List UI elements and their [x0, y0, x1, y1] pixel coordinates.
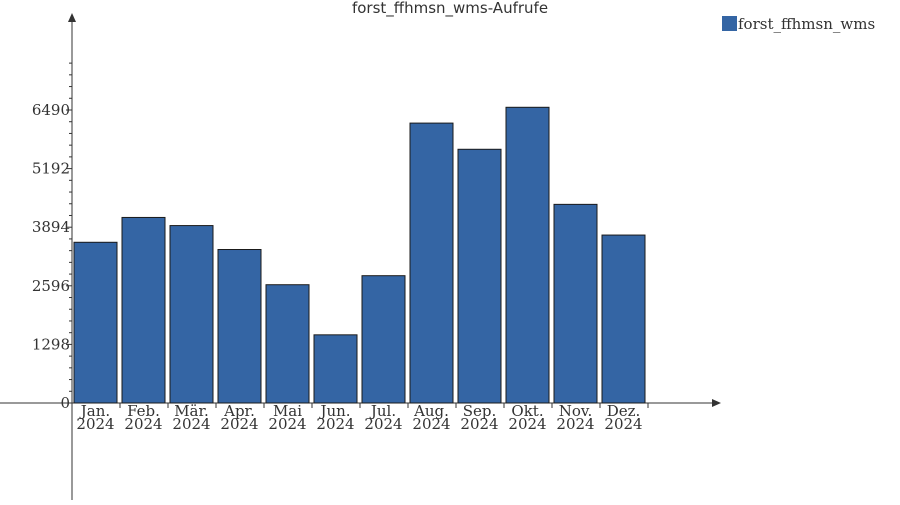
y-tick-label: 1298	[32, 335, 70, 353]
bar	[313, 334, 358, 404]
bar	[217, 249, 262, 404]
legend: forst_ffhmsn_wms	[722, 15, 875, 33]
x-tick-label-year: 2024	[172, 415, 210, 433]
x-tick-label-month: Sep.	[463, 402, 497, 420]
x-tick-label-year: 2024	[460, 415, 498, 433]
y-tick-label: 0	[60, 394, 70, 412]
bar	[169, 225, 214, 404]
x-tick-label-year: 2024	[316, 415, 354, 433]
x-tick-label-year: 2024	[412, 415, 450, 433]
y-tick-label: 5192	[32, 160, 70, 178]
x-tick-label-month: Okt.	[511, 402, 543, 420]
x-tick-label-month: Mai	[273, 402, 302, 420]
bar	[361, 275, 406, 404]
bar	[505, 106, 550, 404]
x-tick-label-year: 2024	[508, 415, 546, 433]
chart-title: forst_ffhmsn_wms-Aufrufe	[352, 0, 548, 18]
x-tick-label-month: Aug.	[413, 402, 449, 420]
x-axis-arrow	[712, 399, 721, 407]
y-axis-arrow	[68, 13, 76, 22]
bars	[73, 106, 646, 404]
bar	[73, 241, 118, 404]
x-tick-label-year: 2024	[124, 415, 162, 433]
bar	[601, 234, 646, 404]
bar	[409, 122, 454, 404]
x-tick-label-year: 2024	[220, 415, 258, 433]
x-tick-labels: Jan.2024Feb.2024Mär.2024Apr.2024Mai2024J…	[76, 402, 642, 433]
legend-swatch	[722, 16, 737, 31]
x-tick-label-month: Jun.	[318, 402, 350, 420]
x-tick-label-month: Feb.	[127, 402, 160, 420]
bar	[121, 216, 166, 404]
y-tick-labels: 0 1298 2596 3894 5192 6490	[32, 101, 70, 412]
legend-label: forst_ffhmsn_wms	[738, 15, 875, 33]
x-tick-label-year: 2024	[364, 415, 402, 433]
x-tick-label-month: Jan.	[79, 402, 110, 420]
x-tick-label-year: 2024	[268, 415, 306, 433]
x-tick-label-year: 2024	[76, 415, 114, 433]
y-tick-label: 6490	[32, 101, 70, 119]
x-tick-label-month: Dez.	[607, 402, 641, 420]
bar	[553, 203, 598, 404]
x-tick-label-month: Jul.	[369, 402, 396, 420]
x-tick-label-month: Apr.	[223, 402, 255, 420]
bar	[265, 284, 310, 404]
x-tick-label-month: Nov.	[559, 402, 593, 420]
y-tick-label: 2596	[32, 277, 70, 295]
x-tick-label-year: 2024	[556, 415, 594, 433]
bar	[457, 148, 502, 404]
x-tick-label-month: Mär.	[174, 402, 209, 420]
y-tick-label: 3894	[32, 218, 70, 236]
x-tick-label-year: 2024	[604, 415, 642, 433]
